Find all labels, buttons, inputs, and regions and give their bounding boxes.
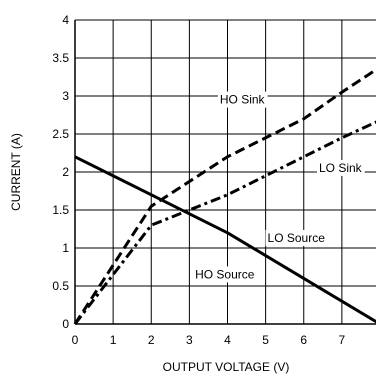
y-tick-label: 0.5: [52, 279, 69, 293]
y-tick-label: 3: [62, 89, 69, 103]
annotations: HO Sink LO Sink LO Source HO Source: [193, 91, 365, 283]
annotation-text: HO Source: [195, 267, 255, 281]
tick-labels: 0 1 2 3 4 5 6 7 0 0.5 1 1.5 2 2.5 3 3.5 4: [52, 13, 345, 347]
y-tick-label: 3.5: [52, 51, 69, 65]
series-line-lo-sink: [73, 120, 376, 325]
series-line-ho-sink: [73, 67, 376, 325]
x-tick-label: 7: [339, 333, 346, 347]
annotation: LO Source: [265, 229, 328, 246]
x-tick-label: 3: [186, 333, 193, 347]
annotation-background: [265, 229, 328, 246]
x-tick-label: 5: [262, 333, 269, 347]
x-tick-label: 4: [224, 333, 231, 347]
y-tick-label: 2.5: [52, 127, 69, 141]
annotation: HO Sink: [217, 91, 268, 108]
annotation: HO Source: [193, 266, 257, 283]
x-tick-label: 0: [72, 333, 79, 347]
series-lines: [73, 67, 376, 325]
y-tick-label: 1: [62, 241, 69, 255]
annotation-text: HO Sink: [220, 93, 266, 107]
y-axis-label: CURRENT (A): [9, 133, 23, 211]
x-axis-label: OUTPUT VOLTAGE (V): [163, 360, 290, 374]
x-tick-label: 6: [300, 333, 307, 347]
x-tick-label: 1: [110, 333, 117, 347]
annotation-text: LO Source: [268, 231, 326, 245]
annotation: LO Sink: [317, 160, 365, 176]
y-tick-label: 4: [62, 13, 69, 27]
y-tick-label: 0: [62, 317, 69, 331]
y-tick-label: 2: [62, 165, 69, 179]
annotation-background: [217, 91, 268, 108]
annotation-background: [317, 160, 365, 176]
series-line-ho-source: [74, 155, 376, 324]
annotation-text: LO Sink: [319, 161, 363, 175]
x-tick-label: 2: [148, 333, 155, 347]
annotation-background: [193, 266, 257, 283]
y-tick-label: 1.5: [52, 203, 69, 217]
